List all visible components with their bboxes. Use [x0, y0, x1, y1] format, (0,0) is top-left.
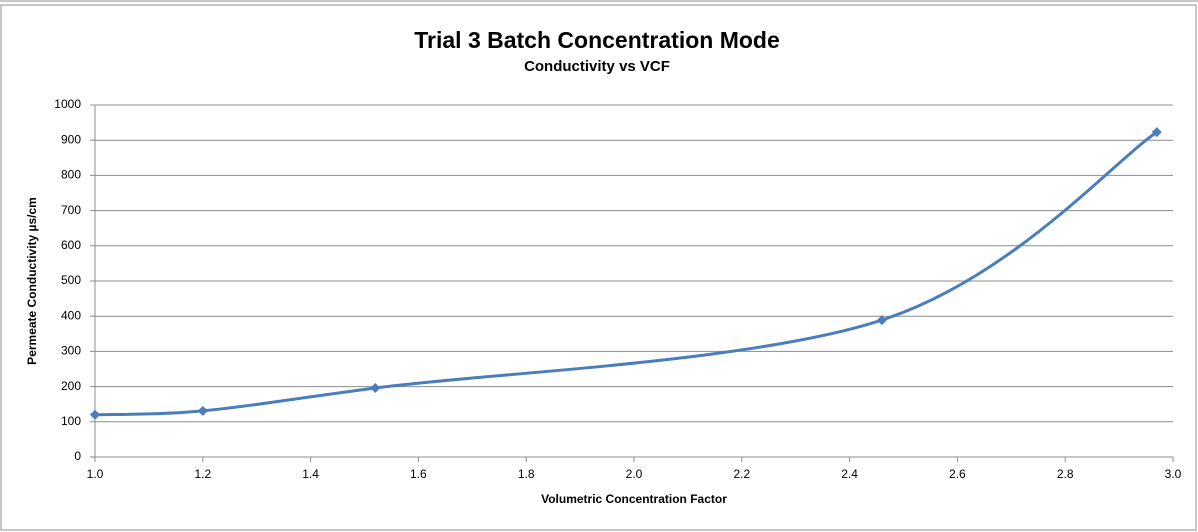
- x-tick-label: 2.8: [1057, 467, 1074, 481]
- y-axis-label: Permeate Conductivity µs/cm: [25, 197, 39, 365]
- x-tick-label: 1.0: [87, 467, 104, 481]
- x-tick-label: 2.2: [733, 467, 750, 481]
- y-tick-label: 0: [74, 449, 81, 463]
- y-tick-label: 600: [61, 238, 81, 252]
- data-point: [90, 409, 100, 420]
- y-tick-label: 100: [61, 414, 81, 428]
- chart-title: Trial 3 Batch Concentration Mode: [414, 27, 780, 53]
- x-tick-label: 1.6: [410, 467, 427, 481]
- data-point: [1151, 127, 1162, 138]
- y-tick-label: 800: [61, 168, 81, 182]
- data-point: [370, 383, 381, 394]
- y-tick-label: 200: [61, 379, 81, 393]
- x-tick-label: 3.0: [1165, 467, 1182, 481]
- chart-subtitle: Conductivity vs VCF: [524, 58, 670, 75]
- data-point: [197, 405, 208, 416]
- x-tick-label: 2.6: [949, 467, 966, 481]
- x-tick-label: 1.8: [518, 467, 535, 481]
- y-tick-label: 1000: [54, 97, 81, 111]
- x-axis-label: Volumetric Concentration Factor: [541, 492, 727, 506]
- chart-frame: [0, 4, 1197, 531]
- y-tick-label: 900: [61, 132, 81, 146]
- x-tick-label: 2.4: [841, 467, 858, 481]
- y-tick-label: 300: [61, 344, 81, 358]
- data-point: [876, 315, 887, 326]
- x-tick-label: 1.2: [194, 467, 211, 481]
- x-tick-label: 2.0: [626, 467, 643, 481]
- y-tick-label: 700: [61, 203, 81, 217]
- y-tick-label: 500: [61, 273, 81, 287]
- x-tick-label: 1.4: [302, 467, 319, 481]
- y-tick-label: 400: [61, 308, 81, 322]
